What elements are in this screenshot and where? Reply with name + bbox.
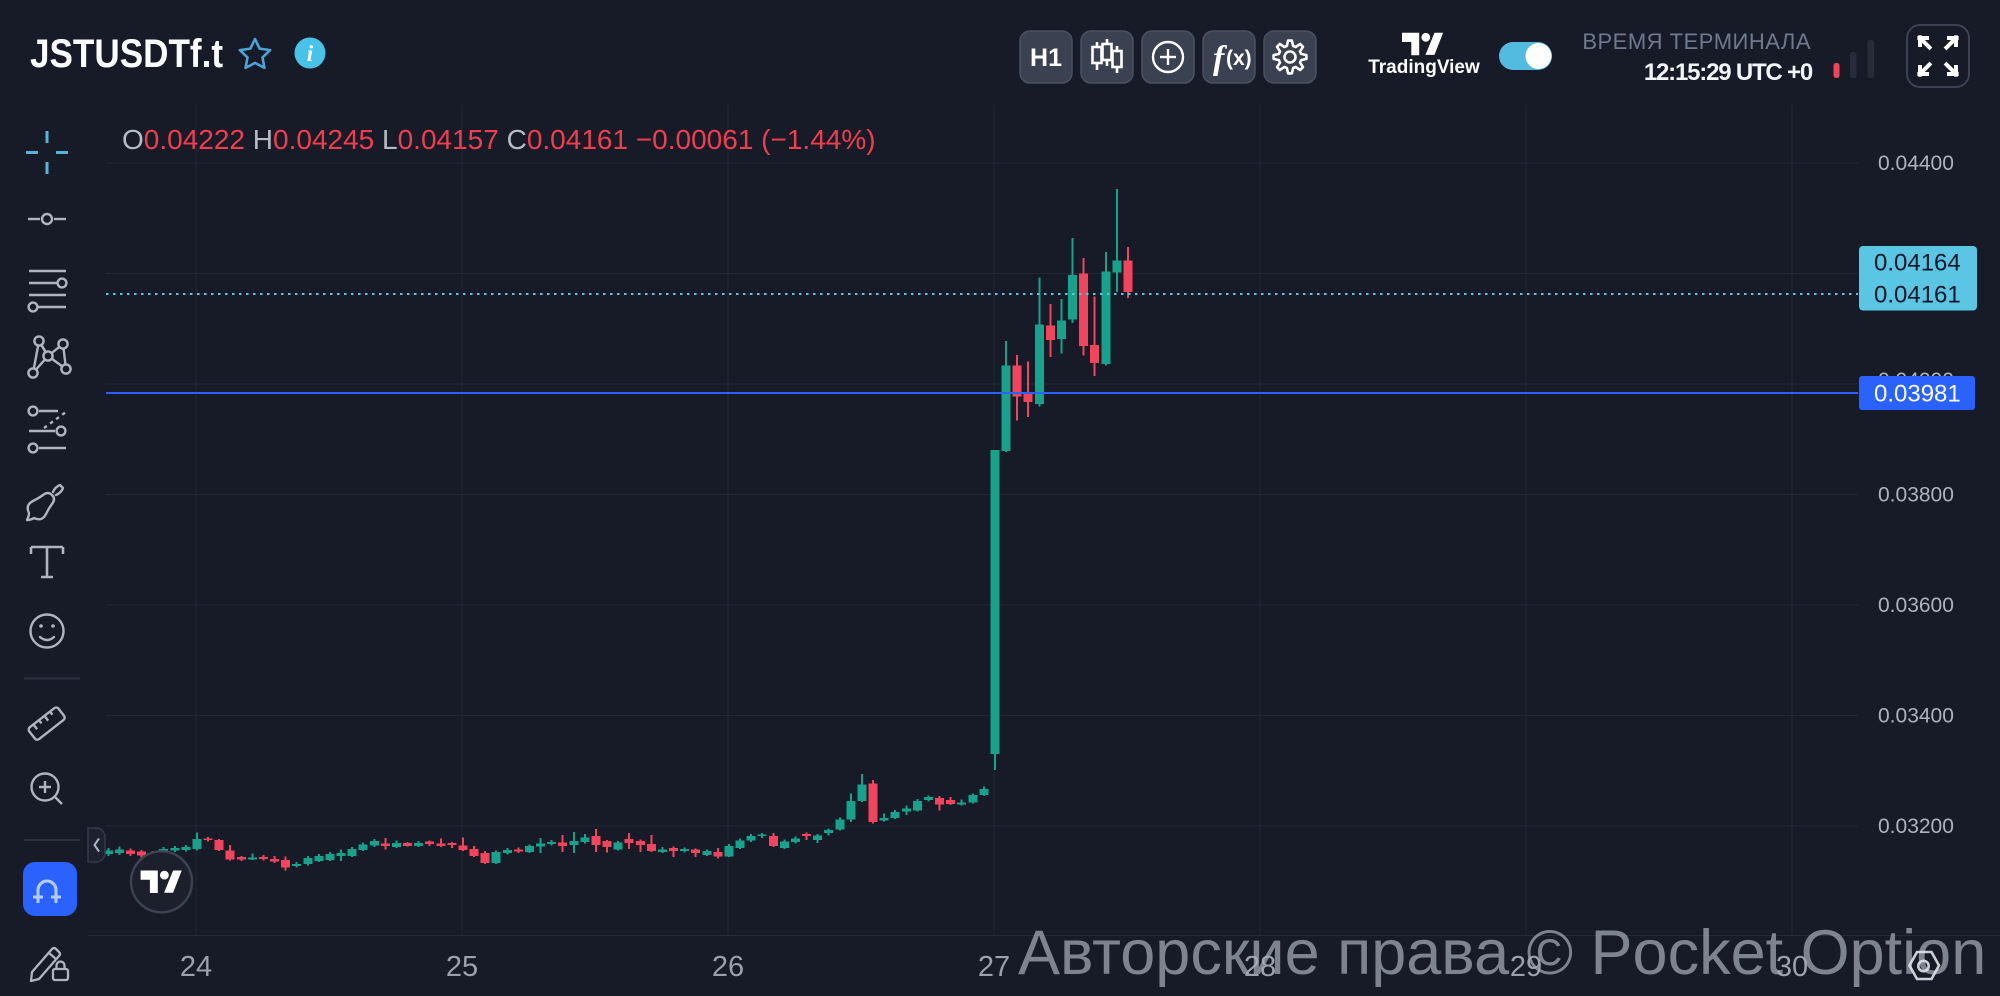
svg-text:0.03200: 0.03200 [1878,815,1954,838]
svg-text:i: i [307,41,314,66]
svg-text:f: f [1213,40,1228,77]
svg-text:JSTUSDTf.t: JSTUSDTf.t [30,32,223,76]
svg-text:TradingView: TradingView [1368,57,1480,78]
svg-text:28: 28 [1244,951,1276,983]
svg-text:26: 26 [712,951,744,983]
svg-text:27: 27 [978,951,1010,983]
svg-text:0.03400: 0.03400 [1878,705,1954,728]
svg-text:0.04161: 0.04161 [1874,282,1961,309]
svg-text:0.03600: 0.03600 [1878,594,1954,617]
svg-text:12:15:29 UTC +0: 12:15:29 UTC +0 [1644,59,1813,86]
svg-text:Авторские права © Pocket Optio: Авторские права © Pocket Option [1018,918,1986,988]
svg-text:0.04400: 0.04400 [1878,152,1954,175]
svg-text:0.04164: 0.04164 [1874,250,1961,277]
svg-text:H1: H1 [1030,44,1062,72]
svg-text:0.03800: 0.03800 [1878,484,1954,507]
svg-text:O0.04222 H0.04245 L0.04157 C0.: O0.04222 H0.04245 L0.04157 C0.04161 −0.0… [122,124,876,155]
svg-text:29: 29 [1510,951,1542,983]
svg-text:25: 25 [446,951,478,983]
svg-text:30: 30 [1776,951,1808,983]
svg-text:(x): (x) [1226,47,1252,70]
svg-text:ВРЕМЯ ТЕРМИНАЛА: ВРЕМЯ ТЕРМИНАЛА [1582,29,1811,54]
svg-text:0.03981: 0.03981 [1874,381,1961,408]
svg-text:24: 24 [180,951,212,983]
